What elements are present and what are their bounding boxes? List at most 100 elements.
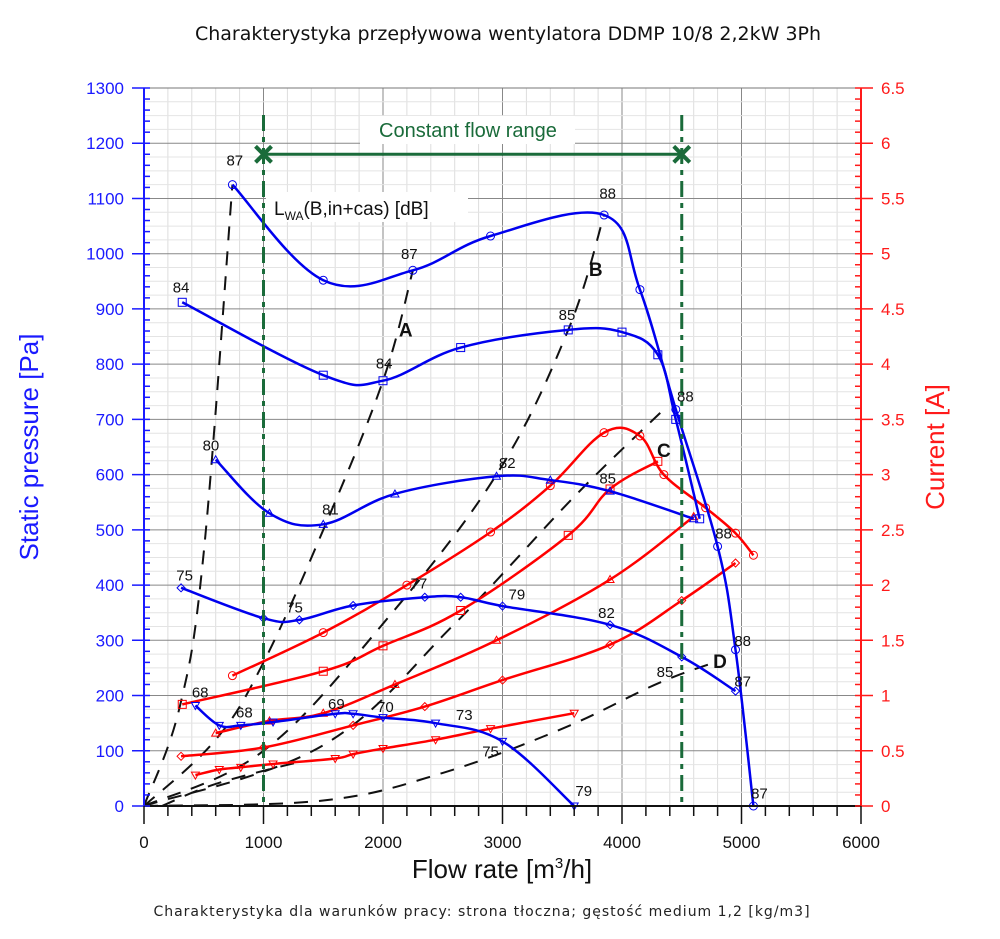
y-right-tick-label: 2 (881, 576, 890, 595)
pressure-point-square (671, 414, 681, 424)
noise-level-label: 73 (456, 707, 473, 724)
current-point-diamond (605, 640, 615, 650)
pressure-point-triangle-up (605, 486, 615, 495)
y-left-tick-label: 1300 (86, 79, 124, 98)
pressure-point-square (563, 325, 573, 335)
current-curve-speed-5 (195, 711, 575, 777)
pressure-point-triangle-down (190, 701, 201, 711)
current-point-circle (227, 671, 237, 681)
pressure-curve-speed-4 (180, 586, 737, 693)
current-point-diamond (420, 701, 430, 712)
system-curve-letter: C (657, 441, 671, 462)
system-curve-letter: A (399, 321, 413, 342)
y-right-tick-label: 3 (881, 466, 890, 485)
pressure-point-diamond (677, 652, 687, 662)
noise-level-label: 84 (376, 356, 393, 373)
system-curve-sys-1 (143, 184, 234, 807)
pressure-point-circle (713, 541, 723, 551)
pressure-point-triangle-up (264, 508, 275, 517)
pressure-point-square (177, 297, 187, 307)
constant-flow-range: Constant flow range (254, 115, 692, 806)
noise-level-label: 85 (559, 307, 576, 324)
pressure-point-circle (318, 275, 328, 285)
y-right-tick-label: 0.5 (881, 742, 905, 761)
y-left-tick-label: 100 (96, 742, 124, 761)
current-point-diamond (497, 675, 508, 685)
pressure-point-circle (227, 180, 237, 190)
y-left-tick-label: 1100 (87, 189, 124, 208)
current-point-square (456, 605, 466, 615)
pressure-point-triangle-down (330, 710, 341, 719)
pressure-point-triangle-up (390, 488, 400, 498)
current-point-square (563, 530, 573, 540)
point-labels: 87 87 88 84 84 85 88 80 81 82 85 88 75 75 77 79 82 85 88 87… (173, 152, 768, 802)
current-point-circle (318, 628, 328, 638)
pressure-curve-speed-2 (181, 301, 701, 520)
current-point-square (318, 666, 328, 676)
noise-level-label: 75 (286, 600, 303, 617)
current-point-triangle-down (430, 736, 441, 745)
pressure-point-square (617, 327, 627, 337)
noise-level-label: 75 (482, 743, 499, 760)
pressure-point-diamond (455, 592, 466, 602)
y-left-tick-label: 0 (115, 797, 124, 816)
x-tick-label: 3000 (484, 833, 522, 852)
lwa-label: LWA(B,in+cas) [dB] (274, 199, 429, 223)
noise-level-label: 88 (599, 185, 616, 202)
y-left-tick-label: 800 (96, 355, 124, 374)
current-point-diamond (730, 558, 741, 568)
noise-level-label: 88 (734, 633, 751, 650)
axes: 0100200300400500600700800900100011001200… (86, 79, 904, 852)
noise-level-label: 87 (401, 246, 418, 263)
y-left-tick-label: 400 (96, 576, 124, 595)
system-curve-sys-D (143, 660, 718, 807)
y-left-tick-label: 600 (96, 466, 124, 485)
y-right-tick-label: 5 (881, 245, 890, 264)
noise-level-label: 75 (176, 568, 193, 585)
pressure-point-triangle-up (688, 513, 699, 523)
pressure-point-triangle-down (497, 737, 508, 747)
pressure-point-square (653, 350, 663, 360)
current-point-triangle-up (491, 635, 502, 644)
noise-level-label: 82 (499, 455, 516, 472)
y-right-tick-label: 3.5 (881, 410, 905, 429)
current-point-triangle-up (264, 715, 275, 725)
noise-level-label: 87 (751, 785, 768, 802)
current-point-triangle-down (268, 760, 278, 770)
current-point-triangle-down (348, 750, 358, 760)
x-tick-label: 6000 (842, 833, 880, 852)
y-right-tick-label: 4 (881, 355, 890, 374)
current-point-triangle-down (485, 725, 496, 734)
current-point-circle (748, 550, 758, 560)
current-point-diamond (677, 595, 687, 606)
pressure-point-triangle-down (268, 718, 278, 728)
x-tick-label: 2000 (364, 833, 402, 852)
pressure-point-circle (671, 404, 681, 414)
pressure-point-circle (635, 285, 645, 295)
noise-level-label: 88 (677, 389, 694, 406)
noise-level-label: 68 (236, 705, 253, 722)
current-point-triangle-down (214, 766, 225, 775)
current-point-square (378, 641, 388, 651)
noise-level-label: 81 (322, 501, 339, 518)
system-curve-sys-A (143, 270, 414, 807)
noise-level-label: 87 (734, 674, 751, 691)
x-tick-label: 5000 (723, 833, 761, 852)
noise-level-label: 88 (715, 526, 732, 543)
system-curve-letter: D (713, 652, 727, 673)
pressure-point-triangle-down (430, 719, 441, 729)
y-right-tick-label: 1.5 (881, 631, 905, 650)
current-curve-speed-2 (181, 460, 659, 706)
pressure-point-triangle-up (318, 519, 329, 528)
pressure-point-square (318, 370, 328, 380)
system-curve-sys-6 (161, 760, 300, 807)
current-point-square (653, 456, 663, 466)
y-left-tick-label: 500 (96, 521, 124, 540)
current-point-circle (659, 470, 669, 480)
current-point-circle (486, 527, 496, 537)
current-point-triangle-down (378, 745, 388, 754)
current-curve-speed-1 (231, 426, 755, 677)
y-axis-left-label: Static pressure [Pa] (14, 334, 44, 561)
current-point-triangle-up (210, 728, 221, 737)
